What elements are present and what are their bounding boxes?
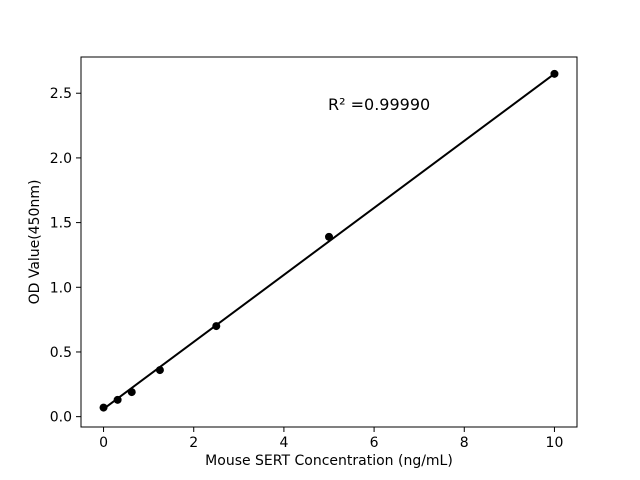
x-tick-label: 0 — [99, 435, 108, 451]
y-tick-label: 0.5 — [50, 345, 72, 361]
fit-line — [102, 72, 556, 410]
data-point — [113, 395, 122, 404]
y-tick-label: 0.0 — [50, 410, 72, 426]
r-squared-annotation: R² =0.99990 — [328, 95, 430, 114]
data-point — [550, 69, 559, 78]
data-point — [155, 366, 164, 375]
x-tick-label: 10 — [546, 435, 564, 451]
x-tick-label: 6 — [370, 435, 379, 451]
y-tick-label: 1.0 — [50, 280, 72, 296]
data-point — [212, 322, 221, 331]
y-tick-label: 1.5 — [50, 216, 72, 232]
data-point — [99, 403, 108, 412]
y-tick-label: 2.5 — [50, 86, 72, 102]
data-point — [127, 388, 136, 397]
x-tick-label: 8 — [460, 435, 469, 451]
plot-border — [80, 56, 578, 428]
y-axis-label: OD Value(450nm) — [27, 180, 43, 305]
data-point — [325, 232, 333, 241]
y-tick-label: 2.0 — [50, 151, 72, 167]
x-tick-label: 2 — [189, 435, 198, 451]
x-tick-label: 4 — [279, 435, 288, 451]
x-axis-label: Mouse SERT Concentration (ng/mL) — [205, 453, 453, 469]
